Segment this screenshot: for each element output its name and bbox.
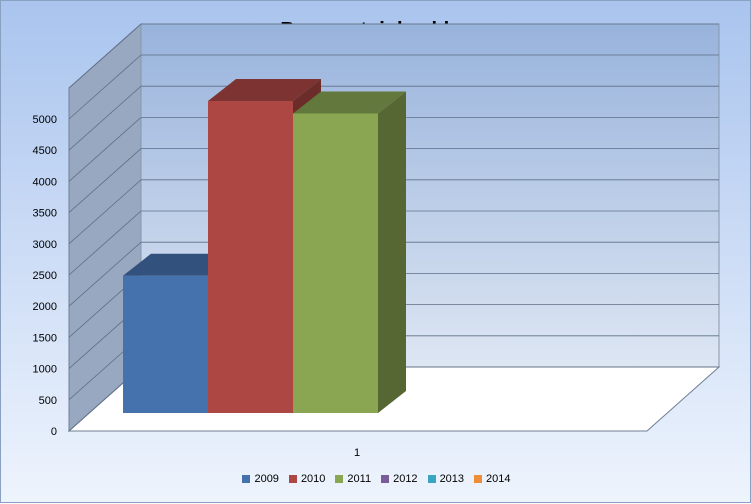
y-tick-label: 2500 <box>33 270 57 282</box>
y-tick-label: 3500 <box>33 208 57 220</box>
legend-swatch <box>381 475 390 483</box>
legend-label: 2012 <box>393 473 418 485</box>
legend-item-2009: 2009 <box>242 473 279 485</box>
legend-item-2013: 2013 <box>427 473 465 485</box>
y-tick-label: 2000 <box>33 301 57 313</box>
y-tick-label: 0 <box>51 426 57 438</box>
legend-label: 2013 <box>439 473 465 485</box>
bar-front <box>123 275 208 413</box>
legend-item-2011: 2011 <box>335 473 371 485</box>
y-tick-label: 4500 <box>33 145 57 157</box>
gridline-side <box>68 210 142 276</box>
bar-top <box>123 253 236 276</box>
gridline-side <box>68 148 142 213</box>
legend: 2009 2010 2011 2012 2013 2014 <box>1 473 751 485</box>
legend-swatch <box>427 475 436 483</box>
legend-label: 2010 <box>300 473 326 485</box>
legend-label: 2014 <box>486 473 511 485</box>
legend-item-2012: 2012 <box>381 473 418 485</box>
bar-2011 <box>293 91 406 413</box>
legend-swatch <box>242 475 251 483</box>
bar-front <box>293 113 378 413</box>
gridline-side <box>68 117 142 182</box>
legend-item-2010: 2010 <box>288 473 326 485</box>
gridline-side <box>68 241 142 307</box>
bar-top <box>208 79 321 101</box>
y-tick-label: 1000 <box>33 364 57 376</box>
bar-side <box>378 91 406 413</box>
y-tick-label: 500 <box>39 395 57 407</box>
gridline-side <box>68 23 142 89</box>
legend-label: 2011 <box>347 473 372 485</box>
y-axis: 0 500 1000 1500 2000 2500 3000 3500 4000 4500 5000 <box>33 114 57 438</box>
bar-top <box>293 91 406 114</box>
y-tick-label: 1500 <box>33 332 57 344</box>
legend-swatch <box>335 475 344 483</box>
bar-front <box>208 101 293 413</box>
bars <box>123 79 406 413</box>
legend-swatch <box>288 475 297 483</box>
legend-label: 2009 <box>254 473 279 485</box>
y-tick-label: 5000 <box>33 114 57 126</box>
legend-item-2014: 2014 <box>474 473 511 485</box>
y-tick-label: 3000 <box>33 239 57 251</box>
x-tick-label: 1 <box>354 447 360 459</box>
gridline-side <box>68 179 142 245</box>
legend-swatch <box>474 475 483 483</box>
gridline-side <box>68 85 142 151</box>
y-tick-label: 4000 <box>33 176 57 188</box>
gridline-side <box>68 54 142 120</box>
